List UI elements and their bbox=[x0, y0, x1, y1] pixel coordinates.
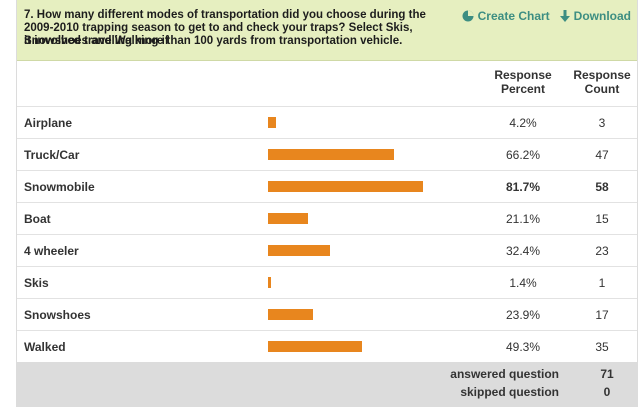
row-label: Snowmobile bbox=[24, 180, 95, 194]
summary-footer: answered question 71 skipped question 0 bbox=[17, 362, 637, 407]
table-row: Truck/Car 66.2% 47 bbox=[17, 138, 637, 170]
pie-chart-icon bbox=[462, 10, 474, 22]
bar-track bbox=[268, 213, 488, 224]
response-bar bbox=[268, 309, 313, 320]
response-bar bbox=[268, 277, 271, 288]
bar-track bbox=[268, 341, 488, 352]
table-row: Walked 49.3% 35 bbox=[17, 330, 637, 362]
response-count: 1 bbox=[598, 276, 606, 290]
question-header: 7. How many different modes of transport… bbox=[17, 0, 637, 61]
row-label: Truck/Car bbox=[24, 148, 80, 162]
row-label: Snowshoes bbox=[24, 308, 91, 322]
response-percent: 49.3% bbox=[505, 340, 541, 354]
table-row: Snowmobile 81.7% 58 bbox=[17, 170, 637, 202]
response-count: 23 bbox=[595, 244, 609, 258]
row-label: 4 wheeler bbox=[24, 244, 79, 258]
row-label: Walked bbox=[24, 340, 66, 354]
bar-track bbox=[268, 277, 488, 288]
response-bar bbox=[268, 181, 423, 192]
create-chart-label: Create Chart bbox=[477, 9, 550, 23]
bar-track bbox=[268, 245, 488, 256]
response-count: 58 bbox=[595, 180, 609, 194]
table-row: Airplane 4.2% 3 bbox=[17, 106, 637, 138]
response-percent: 66.2% bbox=[505, 148, 541, 162]
question-text-line1: 7. How many different modes of transport… bbox=[24, 9, 426, 47]
response-count: 47 bbox=[595, 148, 609, 162]
column-header-percent-line1: Response bbox=[494, 68, 552, 82]
answered-question-label: answered question bbox=[450, 367, 559, 381]
response-percent: 81.7% bbox=[505, 180, 541, 194]
response-bar bbox=[268, 341, 362, 352]
row-label: Skis bbox=[24, 276, 49, 290]
create-chart-link[interactable]: Create Chart bbox=[462, 9, 550, 23]
table-row: Skis 1.4% 1 bbox=[17, 266, 637, 298]
row-label: Boat bbox=[24, 212, 51, 226]
response-percent: 21.1% bbox=[505, 212, 541, 226]
table-row: Snowshoes 23.9% 17 bbox=[17, 298, 637, 330]
survey-question-panel: 7. How many different modes of transport… bbox=[16, 0, 638, 407]
bar-track bbox=[268, 309, 488, 320]
response-bar bbox=[268, 213, 308, 224]
response-percent: 23.9% bbox=[505, 308, 541, 322]
response-bar bbox=[268, 117, 276, 128]
response-percent: 4.2% bbox=[509, 116, 537, 130]
response-bar bbox=[268, 245, 330, 256]
response-count: 17 bbox=[595, 308, 609, 322]
response-percent: 1.4% bbox=[509, 276, 537, 290]
question-actions: Create Chart Download bbox=[462, 9, 631, 23]
table-row: 4 wheeler 32.4% 23 bbox=[17, 234, 637, 266]
skipped-question-value: 0 bbox=[603, 385, 611, 399]
column-header-count-line1: Response bbox=[573, 68, 631, 82]
download-link[interactable]: Download bbox=[559, 9, 631, 23]
response-percent: 32.4% bbox=[505, 244, 541, 258]
bar-track bbox=[268, 117, 488, 128]
bar-track bbox=[268, 149, 488, 160]
response-count: 15 bbox=[595, 212, 609, 226]
answered-question-value: 71 bbox=[600, 367, 614, 381]
skipped-question-label: skipped question bbox=[460, 385, 559, 399]
column-header-response-count: Response Count bbox=[567, 68, 637, 96]
download-label: Download bbox=[573, 9, 631, 23]
column-header-response-percent: Response Percent bbox=[487, 68, 559, 96]
response-count: 3 bbox=[598, 116, 606, 130]
bar-track bbox=[268, 181, 488, 192]
download-arrow-icon bbox=[559, 10, 570, 22]
row-label: Airplane bbox=[24, 116, 73, 130]
column-header-count-line2: Count bbox=[584, 82, 620, 96]
question-text-line2: it involved traveling more than 100 yard… bbox=[24, 35, 403, 47]
table-row: Boat 21.1% 15 bbox=[17, 202, 637, 234]
column-header-percent-line2: Percent bbox=[500, 82, 546, 96]
response-bar bbox=[268, 149, 394, 160]
response-rows: Airplane 4.2% 3 Truck/Car 66.2% 47 Snowmobile 8… bbox=[17, 106, 637, 362]
response-count: 35 bbox=[595, 340, 609, 354]
